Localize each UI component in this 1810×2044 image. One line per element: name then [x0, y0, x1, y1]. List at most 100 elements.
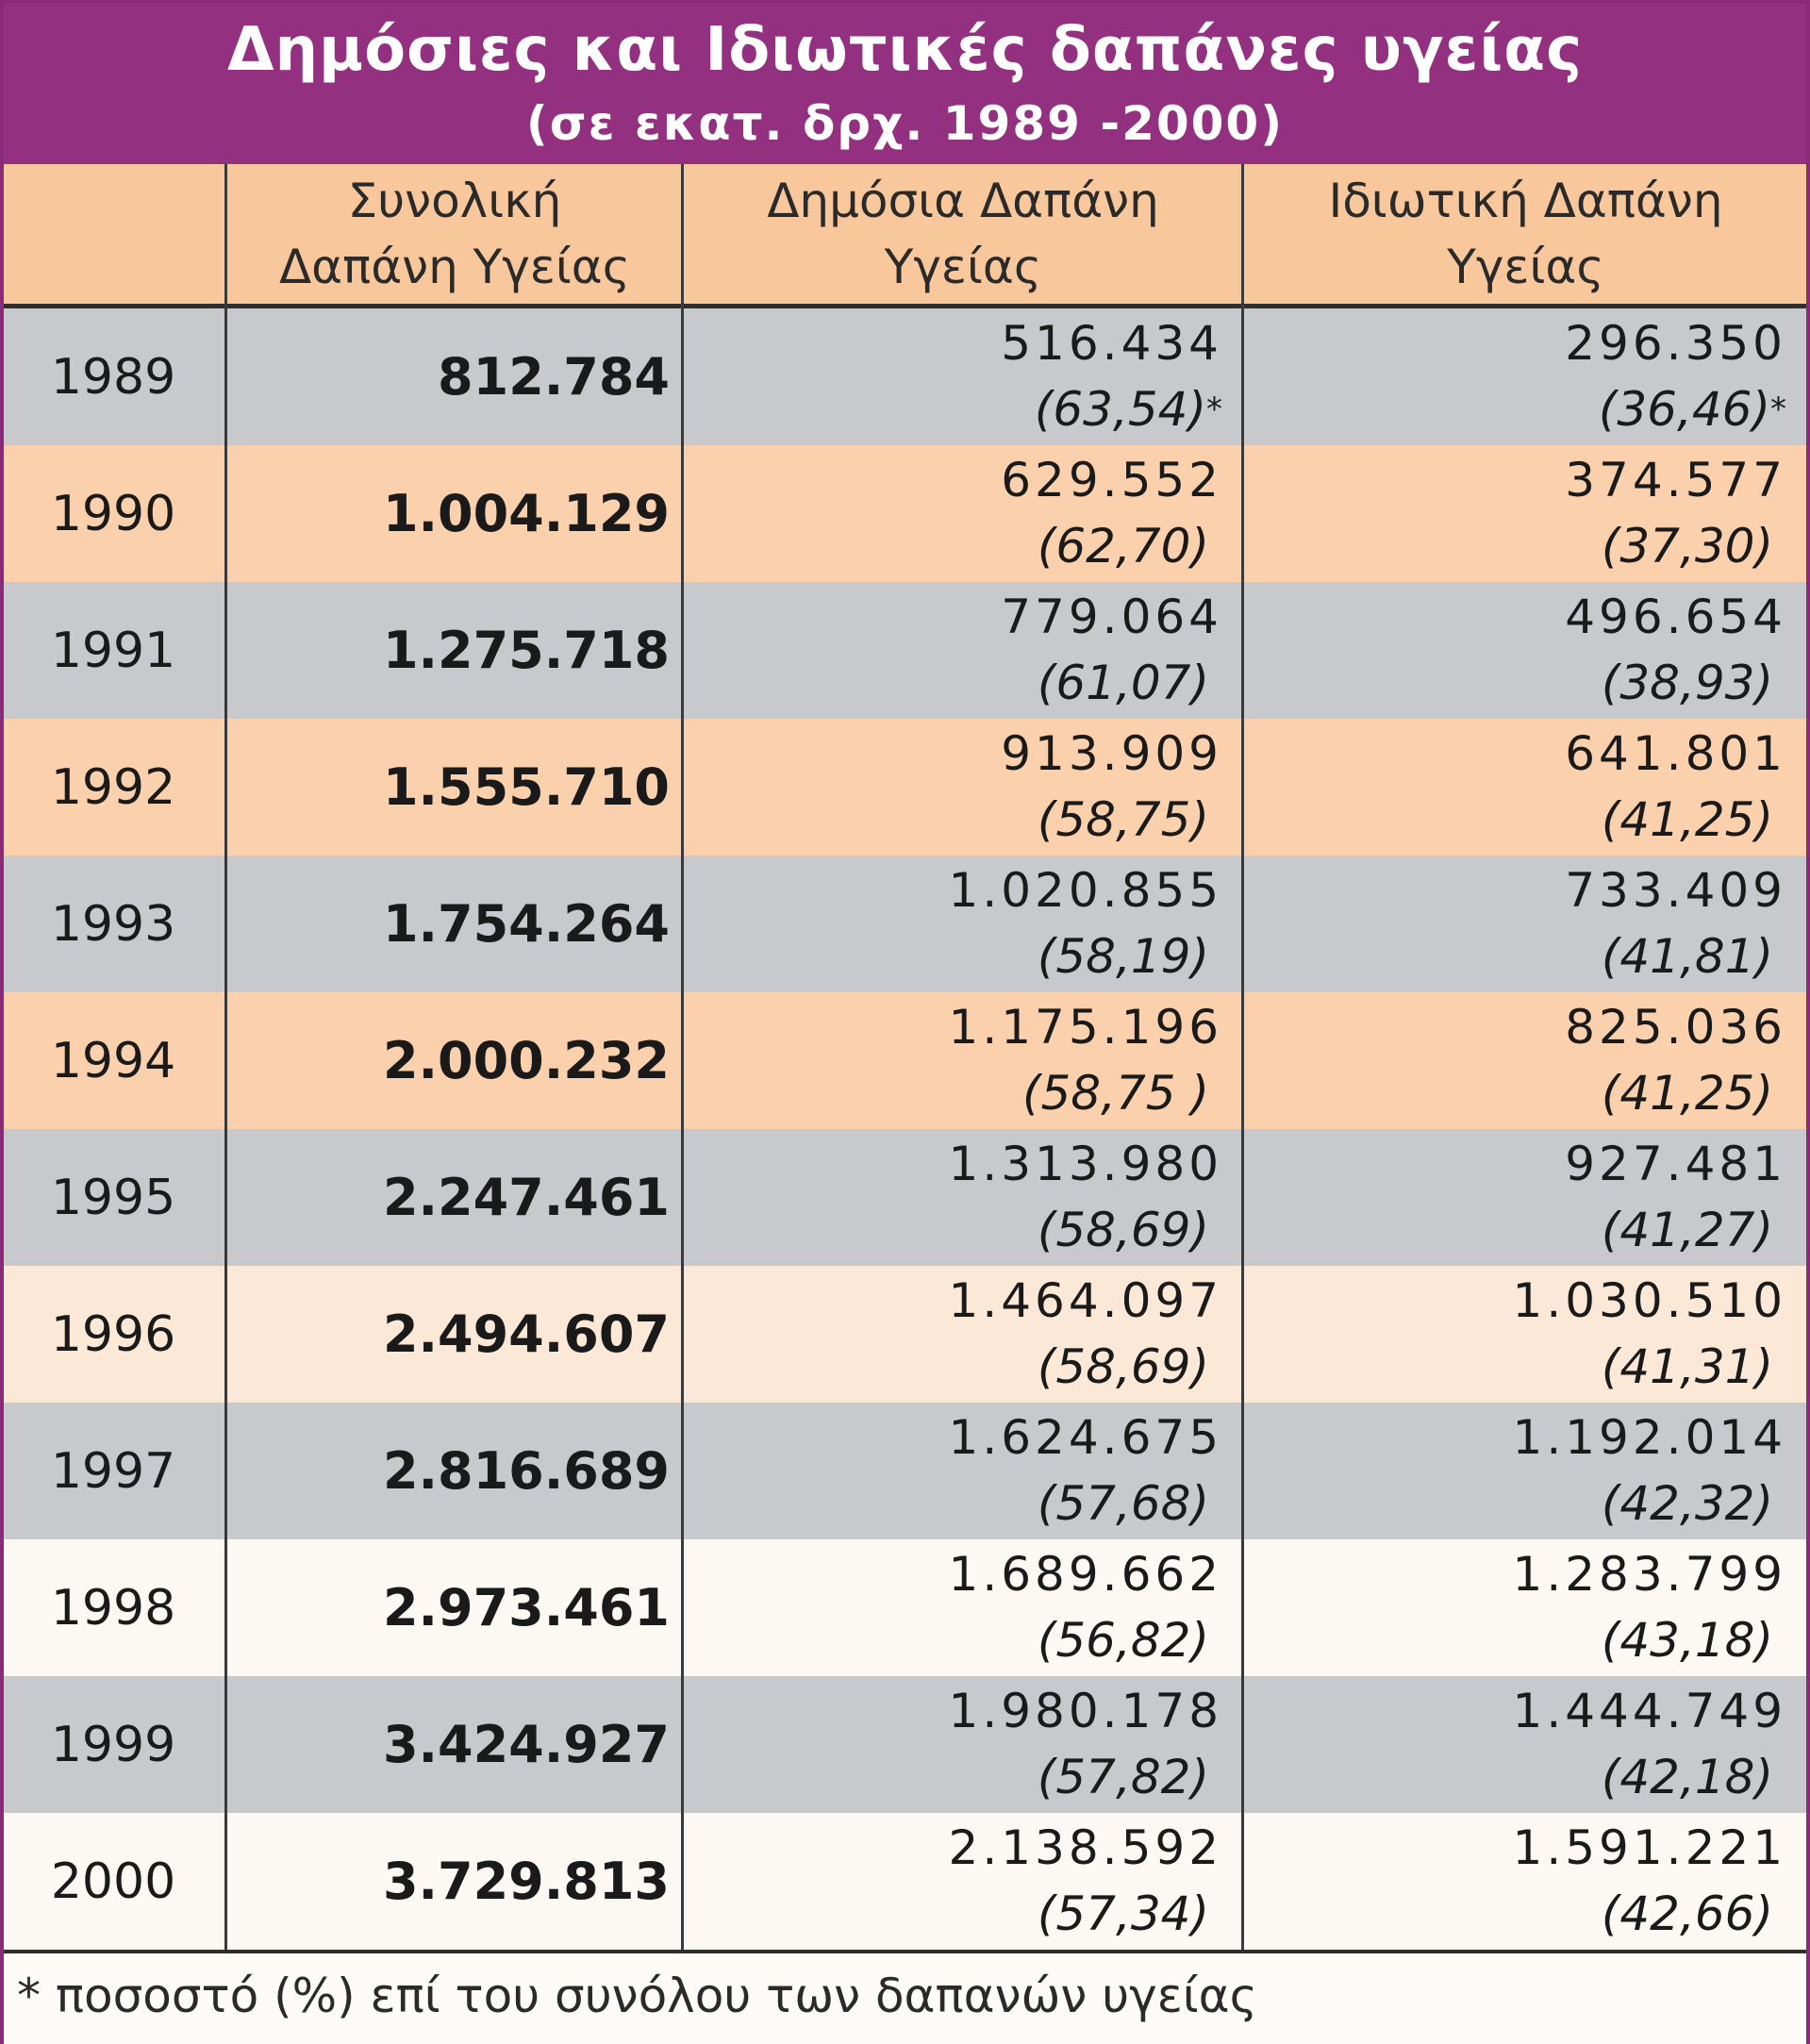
- private-percent: (41,31): [1601, 1339, 1773, 1394]
- table-row: 2000 3.729.813 2.138.592 (57,34) 1.591.221 (4…: [4, 1813, 1806, 1950]
- column-divider: [681, 164, 684, 1950]
- public-value: 1.313.980: [948, 1137, 1222, 1191]
- public-percent: (58,75): [1037, 792, 1209, 847]
- table-row: 1989 812.784 516.434 (63,54)* 296.350 (36,46)…: [4, 308, 1806, 445]
- public-value: 516.434: [1001, 316, 1222, 371]
- public-value: 629.552: [1001, 453, 1222, 507]
- table-row: 1996 2.494.607 1.464.097 (58,69) 1.030.510 (4…: [4, 1266, 1806, 1403]
- public-percent: (58,69): [1037, 1339, 1209, 1394]
- public-cell: 516.434 (63,54)*: [685, 308, 1222, 445]
- year-cell: 1993: [50, 895, 176, 953]
- year-cell: 1998: [50, 1579, 176, 1637]
- total-cell: 1.754.264: [382, 894, 670, 954]
- public-percent: (57,34): [1037, 1886, 1209, 1941]
- public-percent: (58,19): [1037, 929, 1209, 984]
- private-value: 1.283.799: [1512, 1547, 1786, 1602]
- public-percent: (57,82): [1037, 1750, 1209, 1804]
- year-cell: 2000: [50, 1853, 176, 1910]
- private-cell: 374.577 (37,30): [1249, 445, 1786, 582]
- header-divider: [4, 304, 1806, 308]
- year-cell: 1992: [50, 758, 176, 816]
- table-row: 1992 1.555.710 913.909 (58,75) 641.801 (41,25…: [4, 719, 1806, 856]
- private-cell: 496.654 (38,93): [1249, 582, 1786, 719]
- private-value: 1.444.749: [1512, 1684, 1786, 1738]
- public-percent: (62,70): [1037, 519, 1209, 573]
- private-value: 1.591.221: [1512, 1820, 1786, 1875]
- year-cell: 1997: [50, 1442, 176, 1500]
- footnote-marker: *: [1770, 391, 1786, 428]
- header-private: Ιδιωτική Δαπάνη Υγείας: [1245, 164, 1806, 304]
- public-value: 1.175.196: [948, 1000, 1222, 1055]
- private-value: 1.192.014: [1512, 1410, 1786, 1465]
- table-row: 1995 2.247.461 1.313.980 (58,69) 927.481 (41,…: [4, 1129, 1806, 1266]
- year-cell: 1999: [50, 1716, 176, 1773]
- header-private-line2: Υγείας: [1447, 240, 1604, 294]
- public-value: 1.624.675: [948, 1410, 1222, 1465]
- public-cell: 1.980.178 (57,82): [685, 1676, 1222, 1813]
- public-cell: 1.020.855 (58,19): [685, 856, 1222, 992]
- public-cell: 1.175.196 (58,75 ): [685, 992, 1222, 1129]
- total-cell: 2.494.607: [382, 1305, 670, 1364]
- year-cell: 1990: [50, 485, 176, 542]
- private-cell: 1.192.014 (42,32): [1249, 1403, 1786, 1539]
- total-cell: 812.784: [438, 347, 670, 407]
- total-cell: 2.247.461: [382, 1168, 670, 1227]
- header-total-line2: Δαπάνη Υγείας: [278, 240, 631, 294]
- footnote-bar: * ποσοστό (%) επί του συνόλου των δαπανώ…: [4, 1950, 1806, 2044]
- private-value: 927.481: [1565, 1137, 1786, 1191]
- public-percent: (58,69): [1037, 1203, 1209, 1257]
- table-row: 1993 1.754.264 1.020.855 (58,19) 733.409 (41,…: [4, 856, 1806, 992]
- public-percent: (61,07): [1037, 656, 1209, 710]
- header-public: Δημόσια Δαπάνη Υγείας: [685, 164, 1241, 304]
- private-value: 1.030.510: [1512, 1273, 1786, 1328]
- public-cell: 629.552 (62,70): [685, 445, 1222, 582]
- title-bar: Δημόσιες και Ιδιωτικές δαπάνες υγείας (σ…: [4, 4, 1806, 164]
- header-private-line1: Ιδιωτική Δαπάνη: [1328, 174, 1723, 228]
- private-percent: (43,18): [1601, 1613, 1773, 1668]
- private-percent: (42,18): [1601, 1750, 1773, 1804]
- public-value: 1.020.855: [948, 863, 1222, 918]
- header-row: [4, 164, 1806, 304]
- year-cell: 1995: [50, 1169, 176, 1226]
- private-cell: 1.030.510 (41,31): [1249, 1266, 1786, 1403]
- private-cell: 927.481 (41,27): [1249, 1129, 1786, 1266]
- header-public-line2: Υγείας: [884, 240, 1042, 294]
- table-row: 1998 2.973.461 1.689.662 (56,82) 1.283.799 (4…: [4, 1539, 1806, 1676]
- footnote-marker: *: [1206, 391, 1222, 428]
- total-cell: 1.004.129: [382, 484, 670, 543]
- private-cell: 1.591.221 (42,66): [1249, 1813, 1786, 1950]
- private-cell: 641.801 (41,25): [1249, 719, 1786, 856]
- total-cell: 2.816.689: [382, 1441, 670, 1501]
- private-value: 733.409: [1565, 863, 1786, 918]
- total-cell: 1.275.718: [382, 621, 670, 680]
- public-value: 1.689.662: [948, 1547, 1222, 1602]
- total-cell: 3.424.927: [382, 1715, 670, 1774]
- public-cell: 779.064 (61,07): [685, 582, 1222, 719]
- year-cell: 1991: [50, 622, 176, 679]
- table-subtitle: (σε εκατ. δρχ. 1989 -2000): [525, 96, 1285, 151]
- private-percent: (37,30): [1601, 519, 1773, 573]
- public-cell: 1.624.675 (57,68): [685, 1403, 1222, 1539]
- public-percent: (58,75 ): [1021, 1066, 1209, 1121]
- private-percent: (42,32): [1601, 1476, 1773, 1531]
- year-cell: 1994: [50, 1032, 176, 1089]
- private-cell: 296.350 (36,46)*: [1249, 308, 1786, 445]
- public-cell: 1.464.097 (58,69): [685, 1266, 1222, 1403]
- public-value: 779.064: [1001, 590, 1222, 644]
- header-total-line1: Συνολική: [347, 174, 562, 228]
- year-cell: 1996: [50, 1305, 176, 1363]
- private-percent: (38,93): [1601, 656, 1773, 710]
- private-cell: 1.283.799 (43,18): [1249, 1539, 1786, 1676]
- total-cell: 3.729.813: [382, 1852, 670, 1911]
- public-value: 1.464.097: [948, 1273, 1222, 1328]
- private-value: 296.350: [1565, 316, 1786, 371]
- private-percent: (36,46)*: [1598, 382, 1786, 437]
- private-cell: 825.036 (41,25): [1249, 992, 1786, 1129]
- table-row: 1991 1.275.718 779.064 (61,07) 496.654 (38,93…: [4, 582, 1806, 719]
- table-row: 1999 3.424.927 1.980.178 (57,82) 1.444.749 (4…: [4, 1676, 1806, 1813]
- total-cell: 1.555.710: [382, 757, 670, 817]
- table-title: Δημόσιες και Ιδιωτικές δαπάνες υγείας: [226, 15, 1584, 85]
- public-cell: 1.689.662 (56,82): [685, 1539, 1222, 1676]
- header-public-line1: Δημόσια Δαπάνη: [767, 174, 1159, 228]
